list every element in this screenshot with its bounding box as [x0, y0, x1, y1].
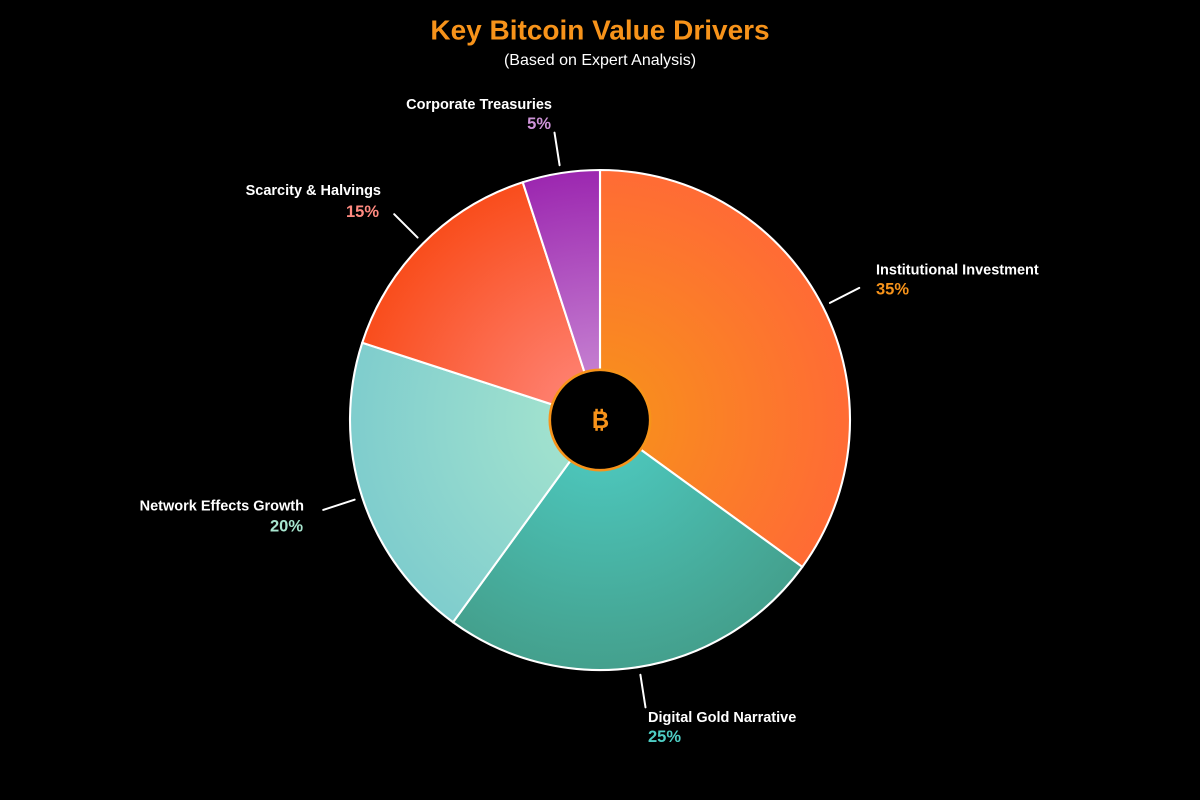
svg-text:B: B: [592, 407, 609, 434]
svg-text:(Based on Expert Analysis): (Based on Expert Analysis): [504, 52, 696, 69]
svg-text:Digital Gold Narrative: Digital Gold Narrative: [648, 710, 796, 726]
svg-text:Corporate Treasuries: Corporate Treasuries: [406, 97, 552, 113]
svg-text:Scarcity & Halvings: Scarcity & Halvings: [246, 183, 381, 199]
svg-text:25%: 25%: [648, 728, 681, 746]
svg-text:15%: 15%: [346, 203, 379, 221]
svg-text:Network Effects Growth: Network Effects Growth: [140, 499, 304, 515]
svg-text:5%: 5%: [527, 115, 551, 133]
svg-text:20%: 20%: [270, 518, 303, 536]
svg-text:35%: 35%: [876, 281, 909, 299]
svg-text:Institutional Investment: Institutional Investment: [876, 263, 1039, 279]
svg-text:Key Bitcoin Value Drivers: Key Bitcoin Value Drivers: [430, 15, 769, 46]
